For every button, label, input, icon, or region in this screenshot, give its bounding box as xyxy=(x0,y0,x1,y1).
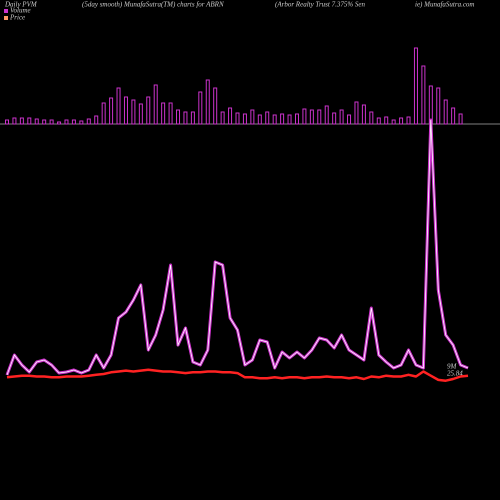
volume-bar xyxy=(71,119,76,125)
volume-line xyxy=(5,118,469,376)
volume-bar xyxy=(153,84,158,125)
volume-bar xyxy=(294,113,299,125)
volume-bar xyxy=(19,117,24,125)
volume-bar xyxy=(339,109,344,125)
volume-bar xyxy=(250,109,255,125)
annotation: 9M xyxy=(447,363,458,371)
volume-bar xyxy=(458,113,463,125)
volume-bar xyxy=(27,117,32,125)
volume-bar xyxy=(138,103,143,125)
volume-bar xyxy=(317,109,322,125)
volume-bar xyxy=(354,101,359,125)
volume-bar xyxy=(421,65,426,125)
volume-bar xyxy=(399,117,404,125)
volume-bar xyxy=(64,119,69,125)
volume-bar xyxy=(242,113,247,125)
volume-line-core xyxy=(6,119,469,376)
volume-bar xyxy=(361,104,366,125)
volume-bar xyxy=(376,117,381,125)
volume-bar xyxy=(176,109,181,125)
volume-bar xyxy=(168,102,173,125)
volume-bar xyxy=(94,115,99,125)
volume-bar xyxy=(205,79,210,125)
volume-bar xyxy=(384,116,389,125)
chart-title: Daily PVM xyxy=(4,1,38,9)
header-left: (Arbor Realty Trust 7.375% Sen xyxy=(275,1,366,9)
volume-bar xyxy=(86,118,91,125)
annotation: 25.84 xyxy=(447,370,463,378)
volume-bar xyxy=(116,87,121,125)
volume-bar xyxy=(190,111,195,125)
chart-subtitle: (5day smooth) MunafaSutra(TM) charts for… xyxy=(82,1,224,9)
volume-bar xyxy=(123,96,128,125)
volume-bar xyxy=(146,96,151,125)
volume-bar xyxy=(451,107,456,125)
volume-bar xyxy=(302,108,307,125)
volume-bar xyxy=(287,114,292,125)
volume-bar xyxy=(101,102,106,125)
legend-swatch xyxy=(4,9,8,13)
volume-bar xyxy=(109,97,114,125)
volume-bar xyxy=(391,119,396,125)
legend-label: Price xyxy=(9,14,25,22)
volume-bar xyxy=(131,99,136,125)
volume-bar xyxy=(49,119,54,125)
volume-bar xyxy=(34,118,39,125)
volume-bar xyxy=(443,99,448,125)
volume-bar xyxy=(213,87,218,125)
volume-bar xyxy=(161,102,166,125)
volume-bar xyxy=(5,119,9,125)
volume-bar xyxy=(280,113,285,125)
volume-bar xyxy=(347,114,352,125)
volume-bar xyxy=(183,111,188,125)
header-right: ie) MunafaSutra.com xyxy=(415,1,475,9)
volume-bar xyxy=(332,112,337,125)
volume-bar xyxy=(272,114,277,125)
volume-bar xyxy=(324,105,329,125)
legend-swatch xyxy=(4,16,8,20)
volume-bar xyxy=(228,107,233,125)
volume-bar xyxy=(79,120,84,125)
volume-bar xyxy=(235,112,240,125)
volume-bar xyxy=(257,114,262,125)
volume-bar xyxy=(436,87,441,125)
volume-bar xyxy=(42,119,47,125)
volume-bar xyxy=(406,116,411,125)
price-line xyxy=(6,368,469,382)
volume-bar xyxy=(220,111,225,125)
volume-bar xyxy=(57,121,62,125)
legend-label: Volume xyxy=(10,7,31,15)
volume-bar xyxy=(309,109,314,125)
volume-bar xyxy=(413,47,418,125)
volume-bar xyxy=(265,111,270,125)
volume-bar xyxy=(12,117,17,125)
volume-bar xyxy=(428,85,433,125)
volume-bar xyxy=(369,111,374,125)
volume-bar xyxy=(198,91,203,125)
